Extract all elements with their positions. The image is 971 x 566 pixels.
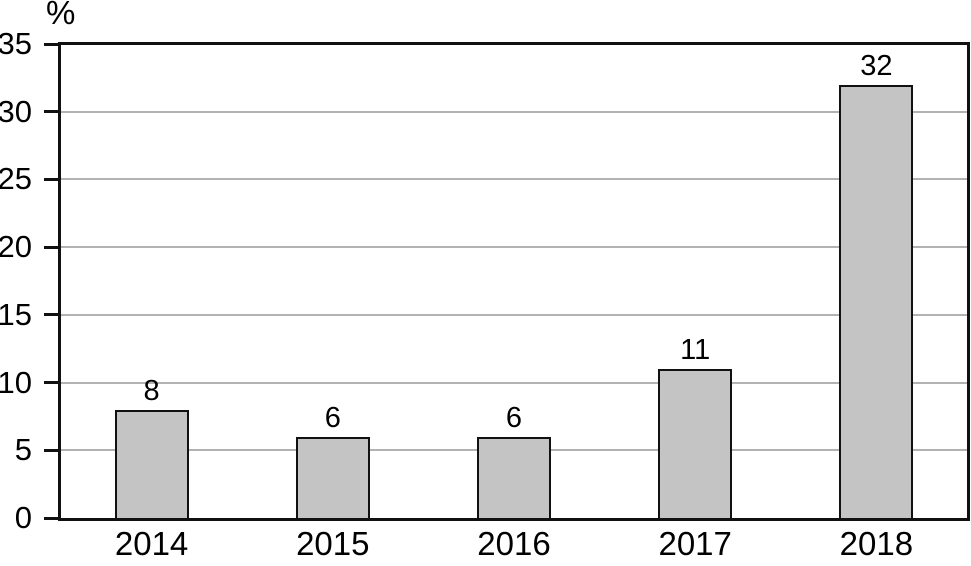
y-axis-tick-label-0: 0: [14, 500, 32, 535]
gridline-10: [61, 381, 967, 384]
gridline-15: [61, 313, 967, 316]
bar-2018: [839, 84, 914, 518]
y-axis-tick-label-35: 35: [0, 26, 32, 61]
gridline-30: [61, 110, 967, 113]
y-axis-tick-35: [44, 42, 58, 46]
bar-value-label-2017: 11: [680, 334, 711, 367]
plot-area-frame: [58, 42, 970, 521]
y-axis-tick-label-5: 5: [14, 432, 32, 468]
y-axis-tick-0: [44, 516, 58, 520]
y-axis-tick-label-15: 15: [0, 296, 32, 332]
y-axis-tick-label-30: 30: [0, 93, 32, 129]
gridline-20: [61, 246, 967, 249]
x-axis-tick-label-2018: 2018: [839, 525, 914, 562]
y-axis-tick-25: [44, 177, 58, 181]
bar-2016: [477, 436, 551, 518]
y-axis-tick-10: [44, 381, 58, 385]
bar-value-label-2014: 8: [143, 374, 160, 407]
y-axis-tick-20: [44, 245, 58, 249]
bar-value-label-2015: 6: [324, 401, 341, 434]
y-axis-tick-5: [44, 448, 58, 452]
y-axis-tick-label-20: 20: [0, 229, 32, 265]
bar-value-label-2018: 32: [860, 49, 893, 82]
bar-value-label-2016: 6: [505, 401, 523, 434]
x-axis-tick-label-2015: 2015: [296, 525, 370, 562]
y-axis-tick-label-25: 25: [0, 161, 32, 197]
x-axis-tick-label-2014: 2014: [114, 525, 189, 562]
bar-2015: [295, 436, 370, 518]
y-axis-tick-30: [44, 110, 58, 114]
gridline-25: [61, 178, 967, 181]
y-axis-unit-label: %: [46, 0, 76, 31]
x-axis-tick-label-2016: 2016: [477, 525, 551, 562]
x-axis-tick-label-2017: 2017: [658, 525, 732, 562]
bar-2014: [114, 409, 189, 518]
y-axis-tick-15: [44, 313, 58, 317]
y-axis-tick-label-10: 10: [0, 364, 32, 400]
bar-2017: [658, 369, 733, 518]
